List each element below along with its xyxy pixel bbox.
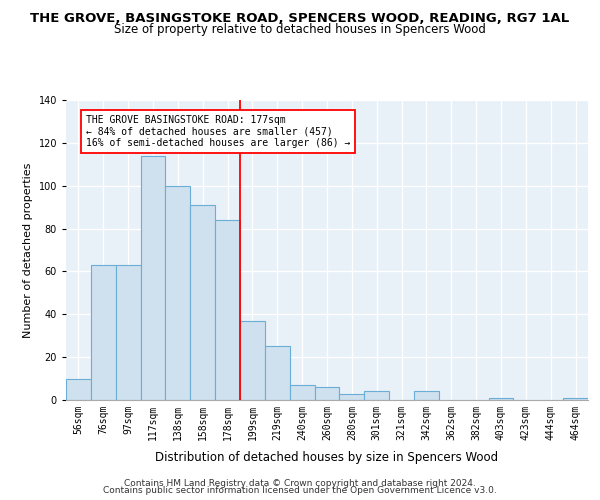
Text: THE GROVE, BASINGSTOKE ROAD, SPENCERS WOOD, READING, RG7 1AL: THE GROVE, BASINGSTOKE ROAD, SPENCERS WO… [31, 12, 569, 26]
Bar [116, 265, 140, 400]
Text: Contains public sector information licensed under the Open Government Licence v3: Contains public sector information licen… [103, 486, 497, 495]
Bar [563, 398, 588, 400]
Y-axis label: Number of detached properties: Number of detached properties [23, 162, 33, 338]
Text: Size of property relative to detached houses in Spencers Wood: Size of property relative to detached ho… [114, 22, 486, 36]
Bar [414, 392, 439, 400]
Bar [240, 320, 265, 400]
Bar [166, 186, 190, 400]
Bar [314, 387, 340, 400]
Bar [91, 265, 116, 400]
Bar [364, 392, 389, 400]
Bar [488, 398, 514, 400]
Text: Contains HM Land Registry data © Crown copyright and database right 2024.: Contains HM Land Registry data © Crown c… [124, 478, 476, 488]
X-axis label: Distribution of detached houses by size in Spencers Wood: Distribution of detached houses by size … [155, 451, 499, 464]
Bar [215, 220, 240, 400]
Bar [265, 346, 290, 400]
Bar [340, 394, 364, 400]
Bar [66, 378, 91, 400]
Text: THE GROVE BASINGSTOKE ROAD: 177sqm
← 84% of detached houses are smaller (457)
16: THE GROVE BASINGSTOKE ROAD: 177sqm ← 84%… [86, 115, 350, 148]
Bar [190, 205, 215, 400]
Bar [140, 156, 166, 400]
Bar [290, 385, 314, 400]
